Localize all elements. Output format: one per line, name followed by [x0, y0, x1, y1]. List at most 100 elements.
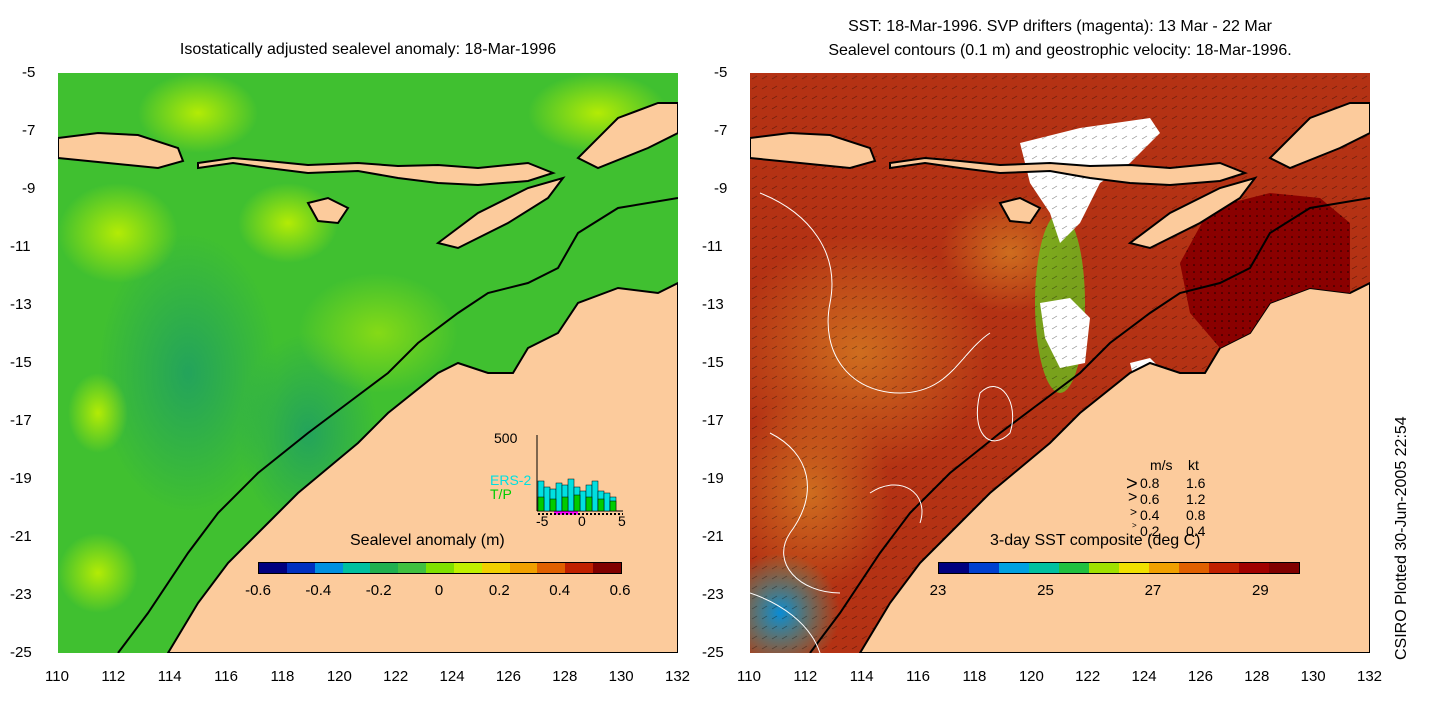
y-tick-label: -17	[10, 412, 32, 429]
colorbar-segment	[1059, 563, 1089, 573]
colorbar-segment	[398, 563, 427, 573]
x-tick-label: 114	[849, 668, 874, 685]
colorbar-segment	[1149, 563, 1179, 573]
x-tick-label: 110	[45, 668, 69, 685]
track-count-inset	[536, 435, 623, 515]
colorbar-segment	[1029, 563, 1059, 573]
velocity-legend-ms: 0.4	[1140, 507, 1160, 523]
colorbar-segment	[1209, 563, 1239, 573]
y-tick-label: -7	[714, 122, 728, 139]
inset-y-label: 500	[494, 430, 518, 446]
colorbar-segment	[565, 563, 594, 573]
colorbar-tick-label: 0.6	[609, 582, 631, 599]
colorbar-segment	[509, 563, 538, 573]
sealevel-anomaly-map	[58, 73, 678, 653]
colorbar-segment	[593, 563, 621, 573]
x-tick-label: 122	[383, 668, 409, 685]
velocity-arrow-icon: >	[1126, 473, 1138, 495]
colorbar-segment	[342, 563, 371, 573]
inset-series-tp: T/P	[490, 486, 512, 502]
y-tick-label: -23	[10, 586, 32, 603]
right-map-title-line2: Sealevel contours (0.1 m) and geostrophi…	[828, 42, 1292, 59]
colorbar-segment	[537, 563, 566, 573]
y-tick-label: -13	[10, 296, 32, 313]
velocity-legend-header-kt: kt	[1188, 457, 1199, 473]
colorbar-tick-label: 0	[434, 582, 444, 599]
x-tick-label: 132	[665, 668, 691, 685]
inset-x-label-5: 5	[618, 513, 626, 529]
inset-series-ers2: ERS-2	[490, 472, 532, 488]
y-tick-label: -9	[714, 180, 728, 197]
y-tick-label: -25	[702, 644, 724, 661]
y-tick-label: -11	[10, 238, 31, 255]
x-tick-label: 126	[1187, 668, 1213, 685]
y-tick-label: -15	[702, 354, 724, 371]
colorbar-tick-label: 29	[1252, 582, 1269, 599]
colorbar-tick-label: 0.2	[488, 582, 510, 599]
left-colorbar	[258, 562, 622, 574]
velocity-legend-kt: 0.8	[1186, 507, 1206, 523]
colorbar-segment	[969, 563, 999, 573]
colorbar-segment	[1089, 563, 1119, 573]
colorbar-segment	[1269, 563, 1299, 573]
velocity-arrow-icon: >	[1128, 489, 1138, 506]
y-tick-label: -13	[702, 296, 724, 313]
right-map-title-line1: SST: 18-Mar-1996. SVP drifters (magenta)…	[848, 18, 1272, 35]
y-tick-label: -15	[10, 354, 32, 371]
y-tick-label: -19	[702, 470, 724, 487]
x-tick-label: 126	[495, 668, 521, 685]
x-tick-label: 130	[608, 668, 634, 685]
velocity-arrow-icon: >	[1130, 505, 1138, 519]
colorbar-tick-label: 27	[1144, 582, 1162, 599]
x-tick-label: 128	[1244, 668, 1270, 685]
colorbar-segment	[1239, 563, 1269, 573]
colorbar-segment	[453, 563, 482, 573]
colorbar-segment	[370, 563, 399, 573]
colorbar-tick-label: -0.6	[245, 582, 271, 599]
inset-x-label-0: 0	[578, 513, 586, 529]
velocity-legend-ms: 0.6	[1140, 491, 1160, 507]
x-tick-label: 114	[157, 668, 182, 685]
inset-x-label-neg5: -5	[536, 513, 549, 529]
colorbar-segment	[426, 563, 454, 573]
x-tick-label: 116	[906, 668, 930, 685]
x-tick-label: 124	[439, 668, 465, 685]
y-tick-label: -11	[702, 238, 723, 255]
colorbar-segment	[286, 563, 315, 573]
colorbar-segment	[939, 563, 969, 573]
x-tick-label: 120	[1018, 668, 1044, 685]
velocity-legend-kt: 1.2	[1186, 491, 1206, 507]
colorbar-segment	[1179, 563, 1209, 573]
velocity-legend-header-ms: m/s	[1150, 457, 1173, 473]
x-tick-label: 118	[270, 668, 295, 685]
velocity-arrow-icon: >	[1132, 521, 1137, 530]
y-tick-label: -23	[702, 586, 724, 603]
y-tick-label: -5	[22, 64, 36, 81]
y-tick-label: -25	[10, 644, 32, 661]
y-tick-label: -5	[714, 64, 728, 81]
colorbar-segment	[314, 563, 343, 573]
velocity-legend-kt: 1.6	[1186, 475, 1206, 491]
colorbar-segment	[1119, 563, 1149, 573]
colorbar-tick-label: -0.4	[305, 582, 332, 599]
x-tick-label: 124	[1131, 668, 1157, 685]
y-tick-label: -21	[10, 528, 32, 545]
x-tick-label: 128	[552, 668, 578, 685]
y-tick-label: -21	[702, 528, 724, 545]
velocity-legend-kt: 0.4	[1186, 523, 1206, 539]
y-tick-label: -17	[702, 412, 724, 429]
y-tick-label: -7	[22, 122, 36, 139]
colorbar-tick-label: 23	[929, 582, 947, 599]
velocity-legend-ms: 0.2	[1140, 523, 1160, 539]
x-tick-label: 130	[1300, 668, 1326, 685]
colorbar-tick-label: -0.2	[365, 582, 392, 599]
right-colorbar-title: 3-day SST composite (deg C)	[990, 532, 1201, 549]
y-tick-label: -19	[10, 470, 32, 487]
left-colorbar-title: Sealevel anomaly (m)	[350, 532, 505, 549]
colorbar-segment	[481, 563, 510, 573]
right-colorbar	[938, 562, 1300, 574]
plot-credit: CSIRO Plotted 30-Jun-2005 22:54	[1393, 416, 1410, 660]
x-tick-label: 112	[793, 668, 818, 685]
colorbar-segment	[999, 563, 1029, 573]
colorbar-tick-label: 0.4	[549, 582, 571, 599]
